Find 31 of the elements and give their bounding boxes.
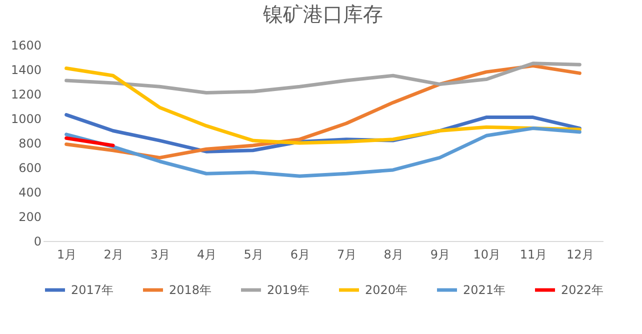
x-tick-label: 1月 bbox=[57, 248, 77, 262]
x-tick-label: 9月 bbox=[430, 248, 450, 262]
line-series bbox=[64, 62, 582, 95]
line-series bbox=[64, 66, 582, 145]
x-tick-label: 12月 bbox=[566, 248, 594, 262]
y-tick-label: 200 bbox=[18, 210, 42, 224]
x-tick-label: 6月 bbox=[290, 248, 310, 262]
y-tick-label: 1400 bbox=[10, 63, 42, 77]
x-tick-label: 10月 bbox=[473, 248, 500, 262]
y-tick-label: 800 bbox=[18, 136, 42, 150]
y-tick-label: 1200 bbox=[10, 88, 42, 102]
x-tick-label: 4月 bbox=[197, 248, 217, 262]
x-tick-label: 5月 bbox=[244, 248, 264, 262]
legend-label: 2017年 bbox=[71, 283, 114, 297]
line-series bbox=[64, 126, 582, 178]
chart-title: 镍矿港口库存 bbox=[262, 2, 383, 26]
y-tick-label: 1000 bbox=[10, 112, 42, 126]
x-tick-label: 11月 bbox=[520, 248, 548, 262]
y-tick-label: 600 bbox=[18, 161, 42, 175]
x-tick-label: 2月 bbox=[104, 248, 124, 262]
legend-label: 2021年 bbox=[463, 283, 506, 297]
legend-label: 2020年 bbox=[365, 283, 408, 297]
y-tick-label: 1600 bbox=[10, 38, 42, 52]
y-tick-label: 0 bbox=[34, 234, 42, 248]
legend-label: 2019年 bbox=[267, 283, 310, 297]
legend-label: 2018年 bbox=[169, 283, 212, 297]
legend-label: 2022年 bbox=[561, 283, 604, 297]
x-tick-label: 3月 bbox=[150, 248, 170, 262]
x-tick-label: 7月 bbox=[337, 248, 357, 262]
x-tick-label: 8月 bbox=[384, 248, 404, 262]
y-tick-label: 400 bbox=[18, 186, 42, 200]
